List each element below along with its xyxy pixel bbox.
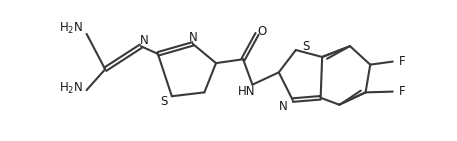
Text: O: O (257, 25, 266, 38)
Text: N: N (189, 31, 198, 44)
Text: F: F (399, 55, 405, 68)
Text: H$_2$N: H$_2$N (59, 21, 84, 36)
Text: H$_2$N: H$_2$N (59, 81, 84, 96)
Text: F: F (399, 85, 405, 98)
Text: N: N (139, 34, 149, 47)
Text: S: S (160, 95, 168, 108)
Text: N: N (279, 100, 287, 113)
Text: S: S (302, 40, 309, 53)
Text: HN: HN (238, 85, 255, 98)
